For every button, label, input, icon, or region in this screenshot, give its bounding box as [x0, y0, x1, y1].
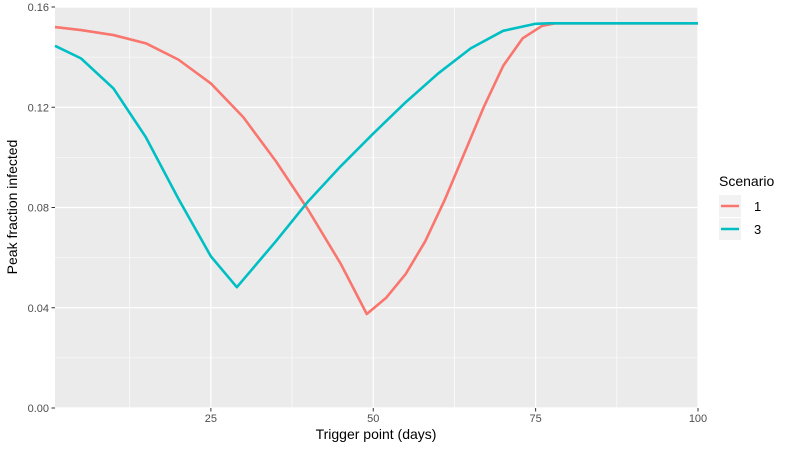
series-layer	[54, 21, 698, 316]
legend-title: Scenario	[719, 173, 774, 189]
series-line-3	[54, 21, 698, 289]
x-axis-title: Trigger point (days)	[316, 426, 437, 442]
legend: Scenario 13	[719, 173, 774, 240]
y-axis-title: Peak fraction infected	[4, 140, 20, 275]
y-tick-label: 0.16	[28, 2, 49, 14]
y-tick-label: 0.00	[28, 403, 49, 415]
legend-label-1: 1	[754, 199, 761, 214]
y-axis: 0.00 0.04 0.08 0.12 0.16	[28, 2, 55, 415]
y-tick-label: 0.04	[28, 303, 49, 315]
x-axis: 25 50 75 100	[205, 408, 707, 425]
x-tick-label: 75	[530, 413, 542, 425]
y-tick-label: 0.12	[28, 102, 49, 114]
legend-items: 13	[719, 195, 761, 240]
x-tick-label: 100	[689, 413, 707, 425]
major-gridlines	[55, 6, 699, 409]
y-tick-label: 0.08	[28, 203, 49, 215]
x-tick-label: 50	[367, 413, 379, 425]
legend-label-3: 3	[754, 222, 761, 237]
x-tick-label: 25	[205, 413, 217, 425]
